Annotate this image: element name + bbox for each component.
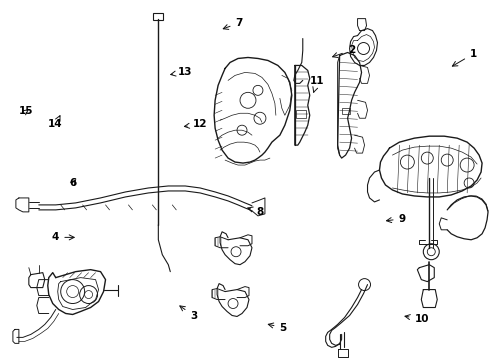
Text: 10: 10 xyxy=(405,314,429,324)
Text: 2: 2 xyxy=(333,45,355,58)
Text: 7: 7 xyxy=(223,18,243,30)
Text: 14: 14 xyxy=(49,116,63,129)
Text: 11: 11 xyxy=(310,76,324,92)
Text: 8: 8 xyxy=(248,207,263,217)
Text: 1: 1 xyxy=(452,49,477,66)
Text: 4: 4 xyxy=(52,232,74,242)
Text: 15: 15 xyxy=(19,106,34,116)
Bar xyxy=(342,108,349,114)
Text: 5: 5 xyxy=(269,323,287,333)
Bar xyxy=(153,13,163,20)
Text: 9: 9 xyxy=(387,214,406,224)
Text: 12: 12 xyxy=(184,120,207,129)
Text: 13: 13 xyxy=(171,67,193,77)
Text: 3: 3 xyxy=(180,306,197,320)
Bar xyxy=(296,110,306,118)
Text: 6: 6 xyxy=(70,178,77,188)
